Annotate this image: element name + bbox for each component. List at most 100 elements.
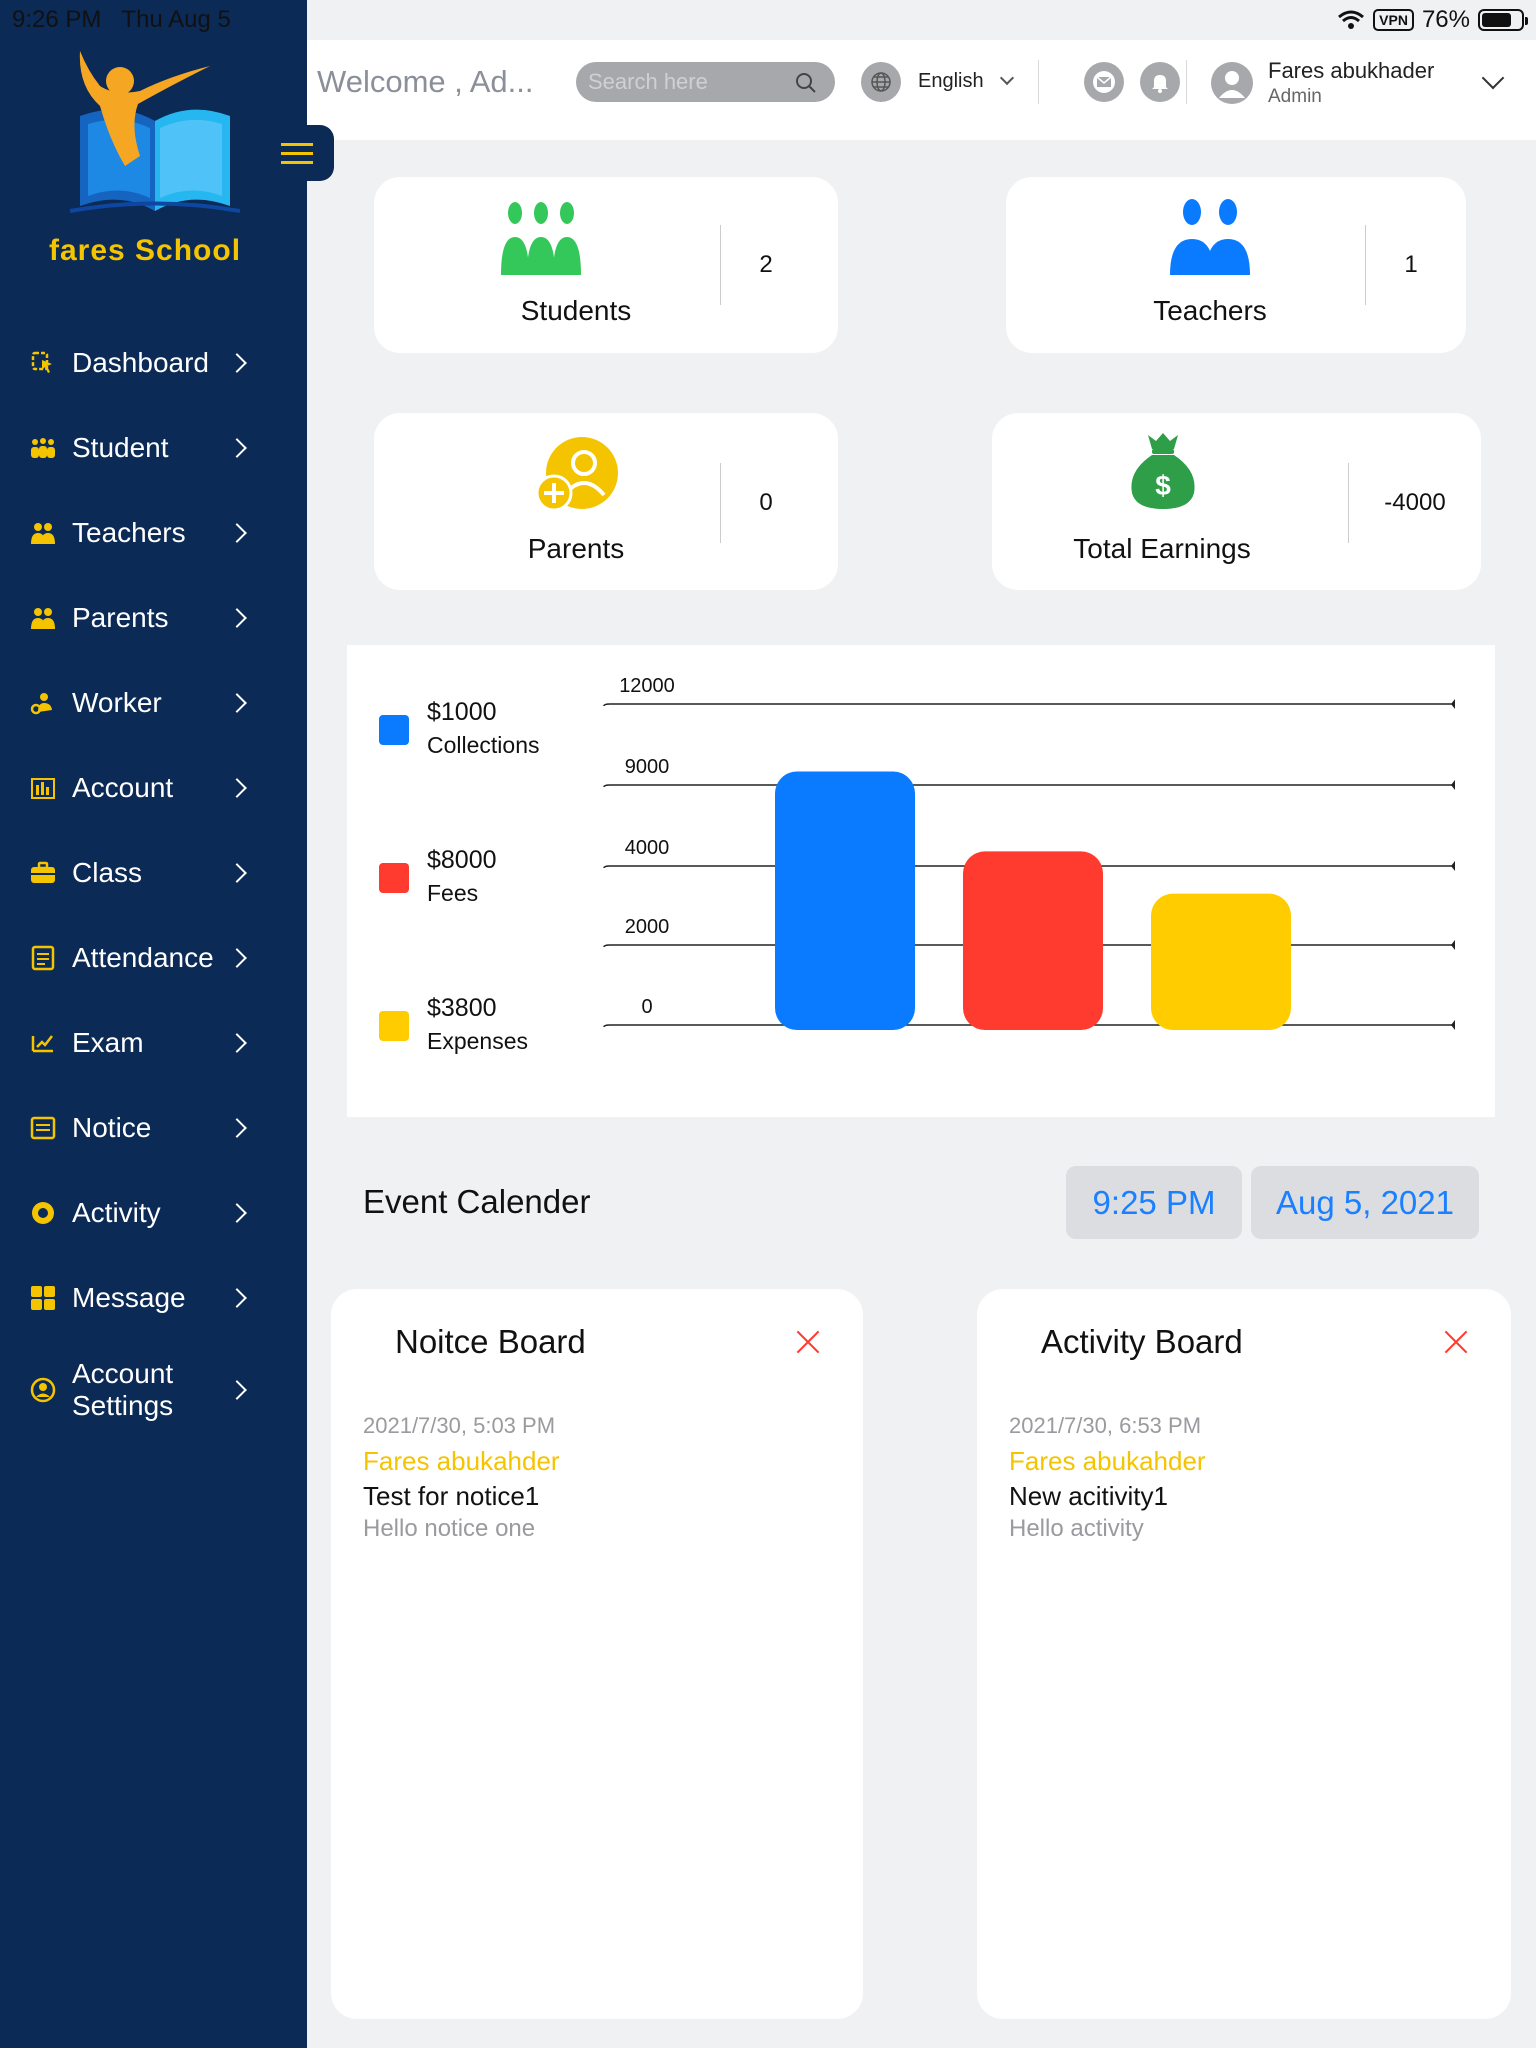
main-content: VPN 76% Welcome , Ad... English Fares ab…	[307, 0, 1536, 2048]
sidebar-nav: Dashboard Student Teachers Parents Worke…	[0, 320, 307, 1440]
close-icon[interactable]	[1443, 1329, 1469, 1355]
y-tick-label: 2000	[625, 916, 670, 938]
school-name: fares School	[48, 234, 242, 267]
activity-icon	[30, 1200, 56, 1226]
hamburger-icon	[280, 140, 313, 167]
sidebar-item-activity[interactable]: Activity	[0, 1170, 307, 1255]
sidebar-item-student[interactable]: Student	[0, 405, 307, 490]
teachers-card[interactable]: Teachers 1	[1006, 177, 1466, 353]
parents-card[interactable]: Parents 0	[374, 413, 838, 590]
notice-author: Fares abukahder	[363, 1446, 560, 1476]
activity-board: Activity Board 2021/7/30, 6:53 PM Fares …	[977, 1289, 1511, 2019]
parents-count: 0	[759, 489, 773, 516]
earnings-label: Total Earnings	[1073, 533, 1251, 564]
mail-icon	[1093, 71, 1115, 93]
legend-amount: $3800	[427, 994, 497, 1022]
event-calendar-title: Event Calender	[363, 1183, 591, 1220]
sidebar-item-dashboard[interactable]: Dashboard	[0, 320, 307, 405]
sidebar-item-label: Parents	[72, 601, 169, 633]
status-time: 9:26 PM Thu Aug 5	[12, 6, 231, 33]
bar-collections[interactable]	[775, 771, 915, 1031]
bar-fees[interactable]	[963, 851, 1103, 1030]
search-input[interactable]	[576, 62, 835, 102]
earnings-card[interactable]: $ Total Earnings -4000	[992, 413, 1481, 590]
activity-heading[interactable]: New acitivity1	[1009, 1481, 1168, 1511]
briefcase-icon	[30, 860, 56, 886]
sidebar-item-label: Activity	[72, 1196, 161, 1228]
axis-arrow	[1451, 861, 1455, 871]
notice-body: Hello notice one	[363, 1515, 536, 1542]
sidebar-item-label: Account Settings	[72, 1357, 174, 1421]
teachers-count: 1	[1404, 251, 1418, 278]
notice-heading[interactable]: Test for notice1	[363, 1481, 540, 1511]
sidebar-item-notice[interactable]: Notice	[0, 1085, 307, 1170]
language-select[interactable]: English	[918, 70, 984, 92]
bell-icon	[1152, 75, 1168, 93]
axis-arrow	[1451, 1020, 1455, 1030]
sidebar-item-parents[interactable]: Parents	[0, 575, 307, 660]
sidebar-item-label: Teachers	[72, 516, 186, 548]
bar-expenses[interactable]	[1151, 893, 1291, 1030]
sidebar-item-account-settings[interactable]: Account Settings	[0, 1340, 307, 1440]
money-bag-icon: $	[1131, 433, 1195, 509]
parents-label: Parents	[527, 533, 625, 564]
chevron-right-icon	[227, 1287, 247, 1308]
notice-board-title: Noitce Board	[395, 1323, 586, 1360]
sidebar-item-attendance[interactable]: Attendance	[0, 915, 307, 1000]
user-role: Admin	[1268, 86, 1322, 107]
axis-arrow	[1451, 940, 1455, 950]
notice-icon	[30, 1115, 56, 1141]
gridline	[603, 784, 1455, 788]
sidebar-item-label: Message	[72, 1281, 186, 1313]
chevron-right-icon	[227, 1117, 247, 1138]
parents-icon	[30, 605, 56, 631]
close-icon[interactable]	[795, 1329, 821, 1355]
legend-name: Fees	[427, 880, 479, 906]
attendance-icon	[30, 945, 56, 971]
sidebar-item-label: Exam	[72, 1026, 144, 1058]
legend-fees: $8000 Fees	[379, 843, 497, 909]
students-label: Students	[520, 295, 632, 326]
notifications-button[interactable]	[1140, 62, 1180, 102]
sidebar-item-message[interactable]: Message	[0, 1255, 307, 1340]
students-card[interactable]: Students 2	[374, 177, 838, 353]
chevron-right-icon	[227, 607, 247, 628]
event-time-button[interactable]: 9:25 PM	[1066, 1166, 1242, 1239]
legend-expenses: $3800 Expenses	[379, 991, 528, 1057]
sidebar: 9:26 PM Thu Aug 5 fares School Dashboard…	[0, 0, 307, 2048]
students-icon	[30, 435, 56, 461]
event-date-button[interactable]: Aug 5, 2021	[1251, 1166, 1479, 1239]
sidebar-item-label: Student	[72, 431, 169, 463]
grid-icon	[30, 1285, 56, 1311]
chevron-right-icon	[227, 352, 247, 373]
sidebar-item-class[interactable]: Class	[0, 830, 307, 915]
sidebar-item-label: Worker	[72, 686, 162, 718]
top-header: Welcome , Ad... English Fares abukhader …	[307, 40, 1536, 140]
sidebar-item-label: Attendance	[72, 941, 214, 973]
divider	[720, 463, 721, 543]
sidebar-item-worker[interactable]: Worker	[0, 660, 307, 745]
activity-date: 2021/7/30, 6:53 PM	[1009, 1413, 1202, 1438]
notice-board: Noitce Board 2021/7/30, 5:03 PM Fares ab…	[331, 1289, 863, 2019]
mail-button[interactable]	[1084, 62, 1124, 102]
avatar[interactable]	[1211, 62, 1253, 104]
chevron-right-icon	[227, 522, 247, 543]
teachers-label: Teachers	[1153, 295, 1267, 326]
legend-swatch	[379, 863, 409, 893]
chevron-down-icon	[999, 70, 1015, 86]
status-indicators: VPN 76%	[1337, 6, 1528, 34]
activity-body: Hello activity	[1009, 1515, 1144, 1542]
sidebar-item-account[interactable]: Account	[0, 745, 307, 830]
wifi-icon	[1338, 10, 1365, 29]
svg-text:$: $	[1155, 470, 1171, 501]
sidebar-item-exam[interactable]: Exam	[0, 1000, 307, 1085]
divider	[720, 225, 721, 305]
chevron-down-icon[interactable]	[1481, 66, 1505, 90]
globe-icon[interactable]	[861, 62, 901, 102]
sidebar-item-teachers[interactable]: Teachers	[0, 490, 307, 575]
parents-icon	[536, 437, 618, 512]
welcome-text: Welcome , Ad...	[317, 64, 534, 99]
axis-arrow	[1451, 699, 1455, 709]
gridline	[603, 703, 1455, 707]
menu-toggle-button[interactable]	[259, 125, 334, 181]
